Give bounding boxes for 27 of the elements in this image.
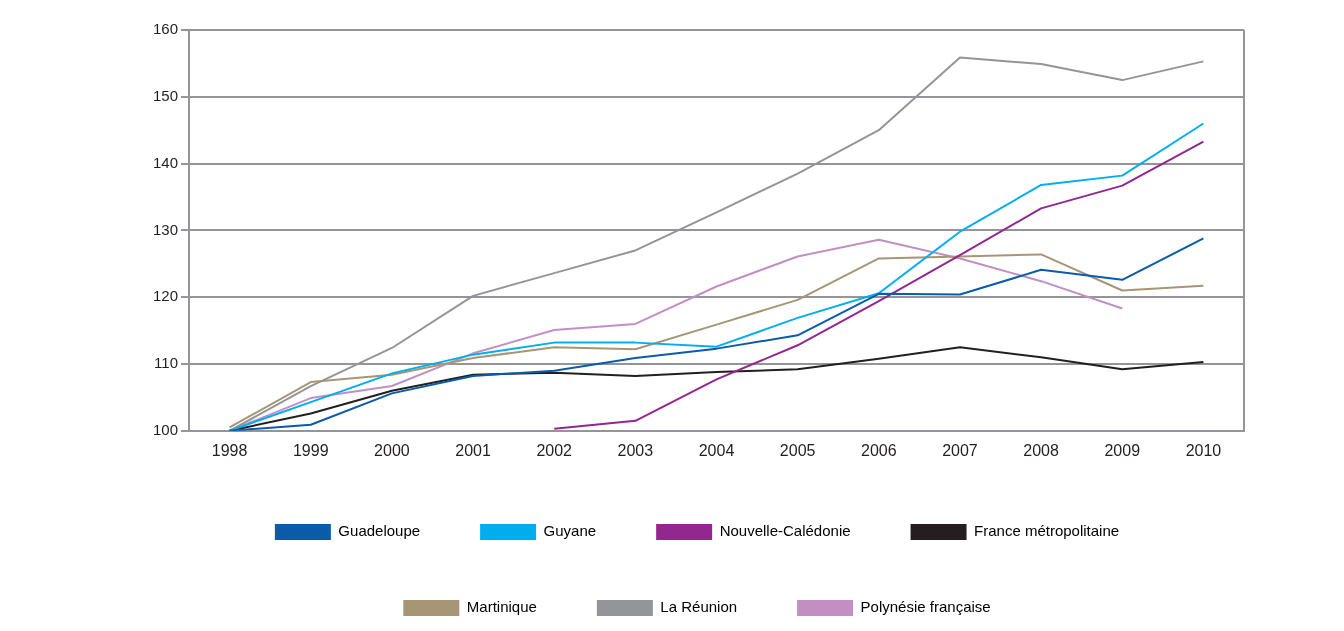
- x-tick-label: 2002: [536, 441, 573, 459]
- y-tick-label: 110: [154, 354, 179, 372]
- x-tick-label: 2000: [374, 441, 410, 459]
- x-tick-label: 1999: [292, 441, 329, 459]
- legend-label: La Réunion: [660, 598, 738, 616]
- x-tick-label: 2007: [942, 441, 978, 459]
- x-tick-label: 2004: [698, 441, 735, 459]
- x-tick-label: 2006: [861, 441, 897, 459]
- legend-label: Polynésie française: [860, 598, 991, 616]
- legend-label: Guadeloupe: [338, 522, 421, 540]
- legend-label: Martinique: [466, 598, 537, 616]
- x-tick-label: 2009: [1104, 441, 1141, 459]
- legend-label: France métropolitaine: [974, 522, 1120, 540]
- legend-label: Guyane: [543, 522, 597, 540]
- legend-label: Nouvelle-Calédonie: [719, 522, 851, 540]
- y-tick-label: 150: [153, 86, 179, 104]
- x-tick-label: 2008: [1023, 441, 1060, 459]
- y-tick-label: 100: [153, 420, 179, 438]
- x-tick-label: 2005: [779, 441, 816, 459]
- x-tick-label: 1998: [211, 441, 248, 459]
- x-tick-label: 2010: [1185, 441, 1222, 459]
- y-tick-label: 120: [153, 287, 179, 305]
- y-tick-label: 160: [153, 20, 179, 38]
- y-tick-label: 140: [153, 153, 179, 171]
- x-tick-label: 2001: [455, 441, 491, 459]
- x-tick-label: 2003: [617, 441, 654, 459]
- y-tick-label: 130: [153, 220, 179, 238]
